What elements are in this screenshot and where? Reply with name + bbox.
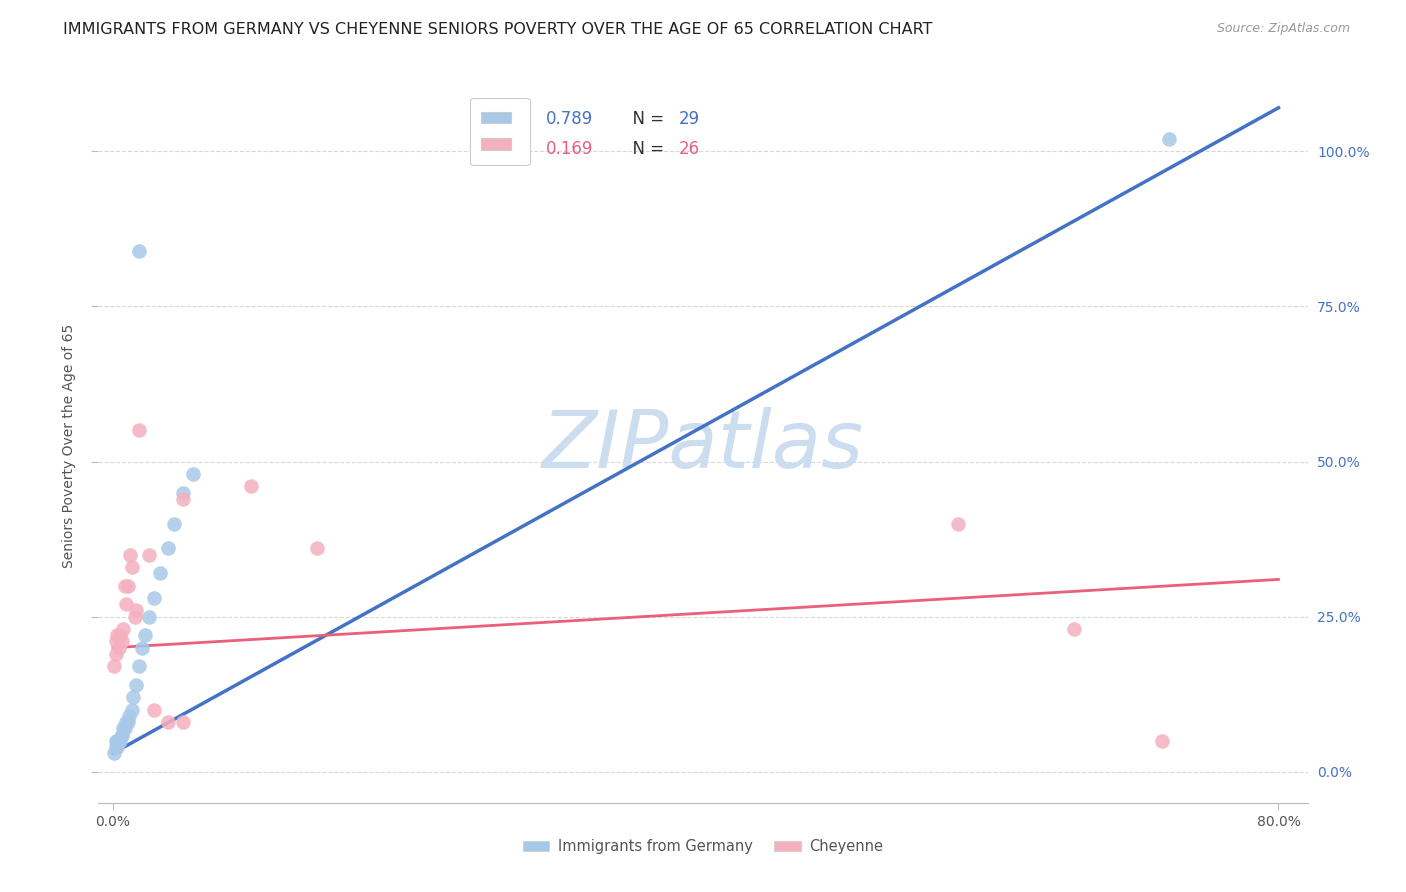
Text: 29: 29 (679, 111, 700, 128)
Text: 0.169: 0.169 (546, 140, 593, 158)
Point (120, 548, 142, 562)
Point (172, 715, 194, 730)
Point (110, 628, 132, 642)
Point (128, 659, 150, 673)
Point (121, 560, 143, 574)
Point (157, 541, 180, 556)
Point (104, 739, 127, 754)
Point (138, 609, 160, 624)
Text: 0.789: 0.789 (546, 111, 593, 128)
Legend: Immigrants from Germany, Cheyenne: Immigrants from Germany, Cheyenne (517, 833, 889, 860)
Text: N =: N = (621, 140, 669, 158)
Text: R =: R = (489, 111, 524, 128)
Point (111, 727, 134, 741)
Point (111, 634, 134, 648)
Point (103, 746, 125, 760)
Point (142, 591, 165, 605)
Text: Source: ZipAtlas.com: Source: ZipAtlas.com (1216, 22, 1350, 36)
Point (105, 628, 128, 642)
Point (1063, 622, 1085, 636)
Point (172, 491, 194, 506)
Point (117, 579, 139, 593)
Text: IMMIGRANTS FROM GERMANY VS CHEYENNE SENIORS POVERTY OVER THE AGE OF 65 CORRELATI: IMMIGRANTS FROM GERMANY VS CHEYENNE SENI… (63, 22, 932, 37)
Point (128, 424, 150, 438)
Point (149, 566, 172, 581)
Text: R =: R = (489, 140, 524, 158)
Point (117, 715, 139, 730)
Text: N =: N = (621, 111, 669, 128)
Text: ZIPatlas: ZIPatlas (541, 407, 865, 485)
Point (122, 690, 145, 705)
Point (115, 715, 138, 730)
Y-axis label: Seniors Poverty Over the Age of 65: Seniors Poverty Over the Age of 65 (62, 324, 76, 568)
Point (112, 722, 135, 736)
Point (125, 603, 148, 617)
Point (108, 733, 131, 747)
Point (142, 703, 165, 717)
Point (946, 516, 969, 531)
Point (112, 622, 135, 636)
Point (128, 244, 150, 258)
Point (124, 609, 146, 624)
Point (114, 722, 136, 736)
Point (110, 733, 132, 747)
Point (1150, 733, 1173, 747)
Point (105, 733, 128, 747)
Point (118, 709, 141, 723)
Point (181, 467, 204, 481)
Point (104, 733, 127, 747)
Point (115, 597, 138, 611)
Text: 26: 26 (679, 140, 700, 158)
Point (1159, 132, 1181, 146)
Point (108, 640, 131, 655)
Point (163, 516, 186, 531)
Point (111, 727, 134, 741)
Point (105, 739, 128, 754)
Point (305, 541, 328, 556)
Point (131, 640, 153, 655)
Point (104, 634, 127, 648)
Point (172, 485, 194, 500)
Point (125, 678, 148, 692)
Point (157, 715, 180, 730)
Point (240, 479, 263, 493)
Point (121, 703, 143, 717)
Point (104, 647, 127, 661)
Point (114, 579, 136, 593)
Point (138, 548, 160, 562)
Point (134, 628, 156, 642)
Point (103, 659, 125, 673)
